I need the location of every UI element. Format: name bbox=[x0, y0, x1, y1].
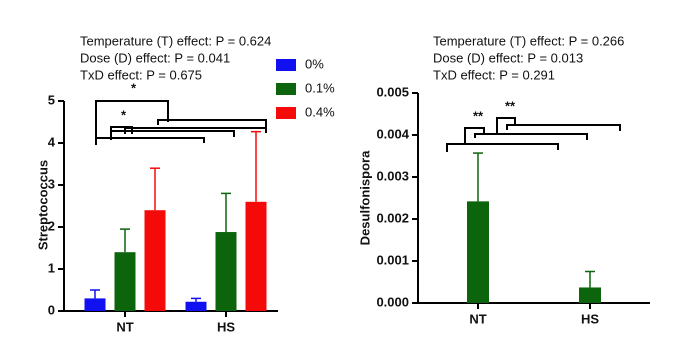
bar bbox=[579, 287, 601, 303]
x-tick-label: HS bbox=[217, 319, 235, 334]
y-tick-label: 0.001 bbox=[376, 252, 409, 267]
annotation: Dose (D) effect: P = 0.013 bbox=[433, 50, 583, 65]
legend-swatch bbox=[276, 59, 296, 71]
significance: ** bbox=[473, 108, 484, 123]
annotation: TxD effect: P = 0.291 bbox=[433, 67, 555, 82]
brackets-right bbox=[446, 117, 621, 152]
y-axis-label: Streptococcus bbox=[35, 160, 50, 250]
y-tick-label: 0.002 bbox=[376, 210, 409, 225]
brackets-left bbox=[95, 100, 267, 145]
significance: * bbox=[121, 107, 127, 122]
x-tick-label: NT bbox=[116, 319, 133, 334]
x-tick-label: NT bbox=[469, 311, 486, 326]
annotation: Dose (D) effect: P = 0.041 bbox=[80, 50, 230, 65]
y-tick-label: 5 bbox=[48, 92, 55, 107]
y-tick-label: 0.003 bbox=[376, 168, 409, 183]
y-tick-label: 1 bbox=[48, 260, 55, 275]
annotation: TxD effect: P = 0.675 bbox=[80, 67, 202, 82]
bar bbox=[144, 210, 166, 311]
bar bbox=[185, 301, 207, 311]
y-tick-label: 0.000 bbox=[376, 294, 409, 309]
bar bbox=[467, 201, 489, 303]
bar bbox=[114, 252, 136, 311]
bar bbox=[215, 232, 237, 311]
annotation: Temperature (T) effect: P = 0.624 bbox=[80, 33, 271, 48]
y-axis-label: Desulfonispora bbox=[357, 150, 372, 245]
bar bbox=[84, 298, 106, 311]
legend-swatch bbox=[276, 83, 296, 95]
legend-label: 0.4% bbox=[305, 104, 335, 119]
bar bbox=[245, 201, 267, 311]
legend-label: 0% bbox=[305, 56, 324, 71]
legend-label: 0.1% bbox=[305, 80, 335, 95]
y-tick-label: 4 bbox=[48, 134, 56, 149]
y-tick-label: 2 bbox=[48, 218, 55, 233]
y-tick-label: 0.004 bbox=[376, 126, 409, 141]
x-tick-label: HS bbox=[581, 311, 599, 326]
legend-swatch bbox=[276, 107, 296, 119]
y-tick-label: 3 bbox=[48, 176, 55, 191]
annotation: Temperature (T) effect: P = 0.266 bbox=[433, 33, 624, 48]
significance: ** bbox=[505, 98, 516, 113]
significance: * bbox=[131, 80, 137, 95]
y-tick-label: 0.005 bbox=[376, 84, 409, 99]
y-tick-label: 0 bbox=[48, 302, 55, 317]
